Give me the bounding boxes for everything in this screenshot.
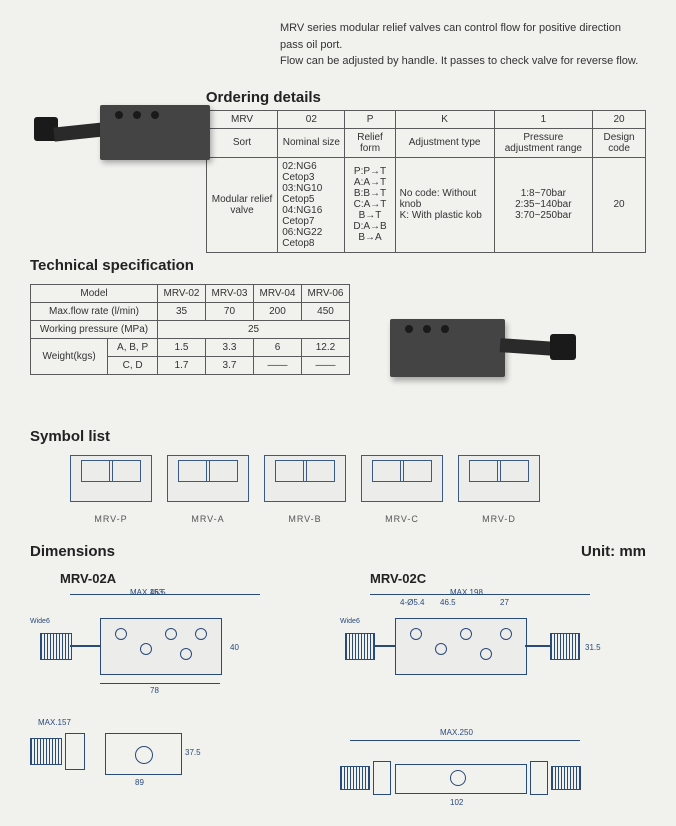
symbol-title: Symbol list (30, 428, 646, 445)
ord-h-0: MRV (206, 110, 277, 128)
tech-title: Technical specification (30, 257, 646, 274)
ord-adjustment: No code: Without knob K: With plastic ko… (395, 157, 494, 252)
symbol-label-0: MRV-P (70, 514, 152, 524)
symbol-label-3: MRV-C (361, 514, 443, 524)
dim-right-title: MRV-02C (370, 571, 620, 586)
dim-left-top: MAX.153 46.5 40 78 Wide6 (30, 588, 300, 718)
tech-maxflow-1: 70 (206, 302, 254, 320)
dim-d46r: 46.5 (440, 598, 456, 607)
tech-col-3: MRV-04 (253, 284, 301, 302)
intro-line2: Flow can be adjusted by handle. It passe… (280, 53, 646, 70)
dim-wide6r: Wide6 (340, 618, 360, 625)
dim-left: MRV-02A MAX.153 46.5 40 78 Wide6 MAX.157 (30, 569, 310, 806)
tech-maxflow-0: 35 (158, 302, 206, 320)
dim-d40: 40 (230, 643, 239, 652)
ord-sh-1: Nominal size (278, 128, 345, 157)
tech-abp-1: 3.3 (206, 338, 254, 356)
symbol-item: MRV-P (70, 455, 152, 524)
ord-sh-5: Design code (593, 128, 646, 157)
dim-d375: 37.5 (185, 748, 201, 757)
tech-abp-3: 12.2 (301, 338, 349, 356)
tech-col-1: MRV-02 (158, 284, 206, 302)
symbol-label-1: MRV-A (167, 514, 249, 524)
tech-cd-0: 1.7 (158, 356, 206, 374)
ord-h-4: 1 (494, 110, 593, 128)
tech-cd-sub: C, D (108, 356, 158, 374)
dim-right: MRV-02C MAX.198 46.5 27 4-Ø5.4 31.5 Wide… (340, 569, 620, 806)
ordering-title: Ordering details (206, 89, 646, 106)
tech-maxflow-label: Max.flow rate (l/min) (31, 302, 158, 320)
dim-right-bottom: MAX.250 102 (340, 728, 620, 806)
ordering-table: MRV 02 P K 1 20 Sort Nominal size Relief… (206, 110, 646, 253)
dim-left-title: MRV-02A (60, 571, 310, 586)
tech-abp-sub: A, B, P (108, 338, 158, 356)
symbol-list: MRV-P MRV-A MRV-B MRV-C MRV-D (70, 455, 646, 524)
dim-d27: 27 (500, 598, 509, 607)
symbol-item: MRV-C (361, 455, 443, 524)
ord-h-2: P (345, 110, 395, 128)
tech-pressure-val: 25 (158, 320, 350, 338)
ordering-section: Ordering details MRV 02 P K 1 20 Sort No… (206, 85, 646, 253)
dim-d46: 46.5 (150, 588, 166, 597)
dim-d89: 89 (135, 778, 144, 787)
tech-col-0: Model (31, 284, 158, 302)
ord-h-3: K (395, 110, 494, 128)
dimensions-title: Dimensions (30, 543, 115, 560)
dim-right-top: MAX.198 46.5 27 4-Ø5.4 31.5 Wide6 (340, 588, 610, 718)
ord-sh-2: Relief form (345, 128, 395, 157)
dim-d455: 4-Ø5.4 (400, 598, 424, 607)
ord-relief: P:P→T A:A→T B:B→T C:A→T B→T D:A→B B→A (345, 157, 395, 252)
intro-text: MRV series modular relief valves can con… (280, 20, 646, 70)
tech-abp-2: 6 (253, 338, 301, 356)
dim-max157: MAX.157 (38, 718, 71, 727)
symbol-item: MRV-B (264, 455, 346, 524)
ord-sh-3: Adjustment type (395, 128, 494, 157)
intro-line1: MRV series modular relief valves can con… (280, 20, 646, 53)
dim-d102: 102 (450, 798, 463, 807)
tech-maxflow-2: 200 (253, 302, 301, 320)
symbol-item: MRV-D (458, 455, 540, 524)
tech-pressure-label: Working pressure (MPa) (31, 320, 158, 338)
dimensions-unit: Unit: mm (581, 543, 646, 560)
symbol-label-2: MRV-B (264, 514, 346, 524)
tech-cd-2: —— (253, 356, 301, 374)
tech-table: Model MRV-02 MRV-03 MRV-04 MRV-06 Max.fl… (30, 284, 350, 375)
ord-sh-4: Pressure adjustment range (494, 128, 593, 157)
symbol-item: MRV-A (167, 455, 249, 524)
ord-pressure: 1:8~70bar 2:35~140bar 3:70~250bar (494, 157, 593, 252)
dim-max250: MAX.250 (440, 728, 473, 737)
ord-sh-0: Sort (206, 128, 277, 157)
dim-wide6: Wide6 (30, 618, 50, 625)
dim-d315: 31.5 (585, 643, 601, 652)
tech-col-4: MRV-06 (301, 284, 349, 302)
ord-nominal: 02:NG6 Cetop3 03:NG10 Cetop5 04:NG16 Cet… (278, 157, 345, 252)
dim-max198: MAX.198 (450, 588, 483, 597)
symbol-label-4: MRV-D (458, 514, 540, 524)
tech-cd-1: 3.7 (206, 356, 254, 374)
tech-maxflow-3: 450 (301, 302, 349, 320)
tech-weight-label: Weight(kgs) (31, 338, 108, 374)
valve-photo-right (380, 304, 600, 424)
dim-left-bottom: MAX.157 89 37.5 (30, 728, 310, 778)
ord-h-5: 20 (593, 110, 646, 128)
tech-cd-3: —— (301, 356, 349, 374)
ord-sort: Modular relief valve (206, 157, 277, 252)
tech-abp-0: 1.5 (158, 338, 206, 356)
valve-photo-left (30, 85, 196, 195)
tech-col-2: MRV-03 (206, 284, 254, 302)
ord-h-1: 02 (278, 110, 345, 128)
ord-design: 20 (593, 157, 646, 252)
dim-d78: 78 (150, 686, 159, 695)
